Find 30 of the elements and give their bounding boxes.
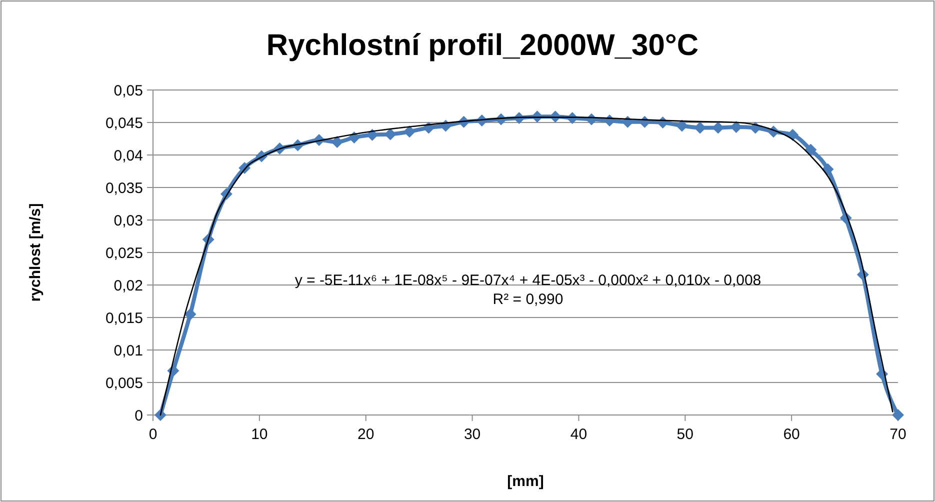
y-tick-label: 0,01 bbox=[114, 342, 143, 360]
x-tick-label: 0 bbox=[148, 426, 158, 443]
point bbox=[331, 136, 344, 148]
y-tick-label: 0,045 bbox=[105, 114, 143, 132]
y-tick-label: 0,03 bbox=[114, 212, 143, 230]
point bbox=[892, 409, 904, 421]
x-axis-title: [mm] bbox=[507, 473, 544, 490]
x-tick-label: 50 bbox=[676, 426, 694, 443]
annotation: y = -5E-11x⁶ + 1E-08x⁵ - 9E-07x⁴ + 4E-05x³ - 0,000x² + 0,010x - 0,008 bbox=[294, 272, 762, 289]
annotation: R² = 0,990 bbox=[492, 291, 564, 308]
x-tick-label: 70 bbox=[890, 426, 906, 443]
chart-title: Rychlostní profil_2000W_30°C bbox=[266, 29, 699, 62]
point bbox=[676, 120, 688, 132]
y-tick-label: 0,025 bbox=[105, 244, 143, 262]
y-tick-label: 0,04 bbox=[114, 147, 143, 164]
y-axis-title: rychlost [m/s] bbox=[27, 203, 44, 302]
y-tick-label: 0,035 bbox=[105, 180, 143, 197]
y-tick-label: 0,015 bbox=[105, 310, 143, 327]
x-tick-label: 60 bbox=[783, 426, 800, 443]
x-tick-label: 40 bbox=[570, 426, 588, 443]
point bbox=[184, 308, 196, 320]
y-tick-label: 0 bbox=[134, 407, 143, 424]
x-tick-label: 20 bbox=[358, 426, 374, 443]
x-tick-label: 30 bbox=[464, 426, 481, 443]
y-tick-label: 0,02 bbox=[114, 277, 143, 294]
point bbox=[403, 126, 416, 138]
y-tick-label: 0,005 bbox=[105, 374, 143, 392]
point bbox=[154, 409, 166, 421]
x-tick-label: 10 bbox=[251, 426, 268, 443]
y-tick-label: 0,05 bbox=[114, 82, 143, 100]
